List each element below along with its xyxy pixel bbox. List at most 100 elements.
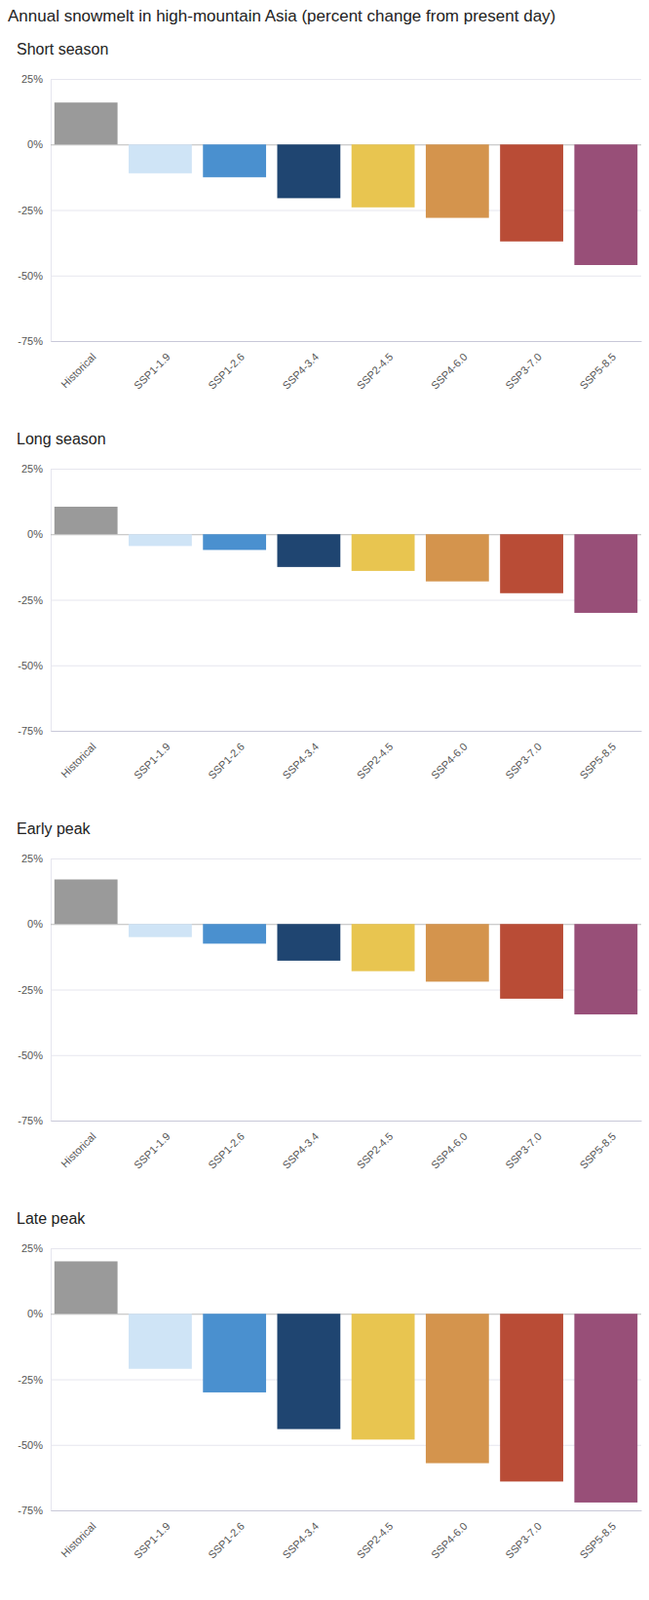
y-tick-label: -75%: [17, 725, 43, 737]
x-tick: SSP2-4.5: [354, 1130, 396, 1172]
grid-line: [50, 858, 642, 860]
bar: [573, 923, 638, 1015]
y-tick-label: -25%: [17, 204, 43, 217]
grid-line: [50, 665, 642, 667]
bar: [276, 144, 341, 198]
x-tick: SSP5-8.5: [576, 350, 618, 392]
bar: [425, 144, 490, 218]
x-tick: SSP5-8.5: [576, 1130, 618, 1172]
grid-line: [50, 1055, 642, 1057]
x-tick-label: SSP2-4.5: [354, 350, 396, 392]
x-tick: SSP3-7.0: [502, 1130, 544, 1172]
bar: [499, 1313, 564, 1482]
y-tick-label: -50%: [17, 1439, 43, 1451]
bar: [202, 1313, 267, 1393]
bar: [202, 534, 267, 550]
y-tick-label: 0%: [27, 917, 43, 930]
x-tick: SSP1-2.6: [205, 350, 247, 392]
bars: [54, 879, 638, 1016]
x-tick-label: SSP1-2.6: [205, 1130, 247, 1172]
panel-title: Long season: [16, 430, 107, 448]
x-tick-label: SSP2-4.5: [354, 1130, 396, 1172]
bar: [54, 506, 118, 535]
bar: [276, 923, 341, 961]
y-tick-label: -25%: [17, 984, 43, 996]
x-tick-label: SSP5-8.5: [576, 1520, 618, 1562]
y-tick-label: -50%: [17, 659, 43, 672]
x-tick: SSP4-6.0: [428, 350, 470, 392]
chart-root: Annual snowmelt in high-mountain Asia (p…: [0, 0, 649, 1600]
x-tick: SSP1-1.9: [131, 740, 173, 782]
y-tick-label: 25%: [21, 852, 43, 865]
bars: [54, 102, 638, 266]
y-tick-label: 0%: [27, 138, 43, 151]
y-tick-label: -25%: [17, 1374, 43, 1386]
x-tick: SSP1-2.6: [205, 1520, 247, 1562]
x-tick-label: SSP5-8.5: [576, 350, 618, 392]
grid-line: [50, 468, 642, 470]
bar: [573, 144, 638, 266]
x-tick-label: SSP5-8.5: [576, 1130, 618, 1172]
x-tick: SSP4-3.4: [279, 740, 321, 782]
x-tick: SSP4-3.4: [279, 350, 321, 392]
bar: [128, 534, 192, 546]
grid-line: [50, 1120, 642, 1122]
y-tick: -75%: [17, 1114, 642, 1127]
panel: Early peak 25% 0% -25% -50% -75% Historical SSP…: [16, 820, 643, 1172]
grid-line: [50, 1248, 642, 1250]
grid-line: [50, 1510, 642, 1512]
x-tick: Historical: [58, 1130, 98, 1170]
x-tick-label: SSP1-2.6: [205, 1520, 247, 1562]
x-axis: HistoricalSSP1-1.9SSP1-2.6SSP4-3.4SSP2-4…: [51, 1511, 643, 1562]
x-tick-label: SSP4-6.0: [428, 740, 470, 782]
y-tick: -75%: [17, 1504, 642, 1517]
bar: [128, 144, 192, 174]
x-tick: SSP2-4.5: [354, 1520, 396, 1562]
bar: [351, 1313, 416, 1440]
x-tick-label: Historical: [58, 1520, 98, 1560]
bar: [351, 923, 416, 971]
panel-title: Short season: [16, 40, 109, 58]
x-tick: SSP4-3.4: [279, 1130, 321, 1172]
y-tick: -50%: [17, 659, 642, 672]
x-tick-label: SSP2-4.5: [354, 740, 396, 782]
x-tick: SSP4-6.0: [428, 1520, 470, 1562]
y-tick-label: -75%: [17, 1114, 43, 1127]
x-tick-label: SSP4-3.4: [279, 740, 321, 782]
grid-line: [50, 78, 642, 80]
x-tick: SSP2-4.5: [354, 740, 396, 782]
bar: [202, 923, 267, 944]
x-tick-label: SSP4-3.4: [279, 350, 321, 392]
bar: [425, 1313, 490, 1463]
x-tick-label: SSP1-1.9: [131, 740, 173, 782]
bar: [573, 1313, 638, 1503]
y-tick: -50%: [17, 1049, 642, 1062]
grid-line: [50, 600, 642, 602]
chart-title: Annual snowmelt in high-mountain Asia (p…: [7, 6, 556, 26]
x-tick: SSP1-1.9: [131, 350, 173, 392]
bar: [128, 1313, 192, 1369]
x-tick-label: SSP1-1.9: [131, 350, 173, 392]
y-tick-label: -25%: [17, 594, 43, 607]
y-tick: 25%: [21, 1242, 642, 1255]
y-axis: 25% 0% -25% -50% -75%: [17, 73, 642, 347]
y-tick: -50%: [17, 269, 642, 282]
y-tick-label: 25%: [21, 73, 43, 85]
x-tick-label: SSP1-2.6: [205, 350, 247, 392]
y-tick: 25%: [21, 852, 642, 865]
panel-title: Early peak: [16, 820, 92, 838]
y-tick-label: -50%: [17, 1049, 43, 1062]
x-tick-label: SSP3-7.0: [502, 350, 544, 392]
x-tick-label: SSP4-6.0: [428, 350, 470, 392]
x-axis: HistoricalSSP1-1.9SSP1-2.6SSP4-3.4SSP2-4…: [51, 1121, 643, 1172]
bar: [499, 923, 564, 999]
x-tick: Historical: [58, 1520, 98, 1560]
y-tick: -75%: [17, 335, 642, 347]
x-tick-label: SSP4-6.0: [428, 1130, 470, 1172]
x-tick-label: Historical: [58, 1130, 98, 1170]
x-tick: SSP3-7.0: [502, 740, 544, 782]
x-tick-label: SSP3-7.0: [502, 740, 544, 782]
bar: [54, 879, 118, 925]
y-tick-label: 0%: [27, 1307, 43, 1320]
y-tick: 25%: [21, 462, 642, 475]
